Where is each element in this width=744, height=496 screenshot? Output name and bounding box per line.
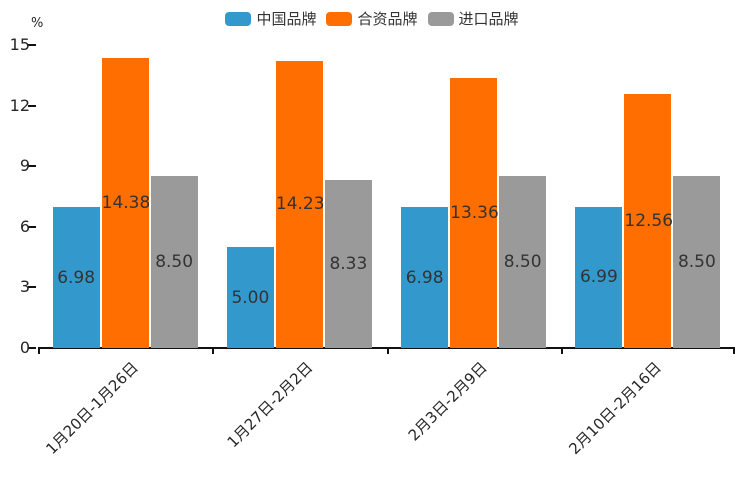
bar: 8.33 bbox=[324, 179, 372, 348]
legend-swatch-icon bbox=[326, 12, 353, 26]
plot-area: 0 3 6 9 12 15 6.98 14.38 8.50 5.00 14.23 8.33 6.98 13… bbox=[10, 36, 735, 357]
bar-value-label: 8.50 bbox=[155, 252, 194, 273]
bar: 14.38 bbox=[101, 57, 151, 348]
x-axis-tick bbox=[386, 349, 389, 354]
bar: 6.99 bbox=[575, 206, 623, 348]
x-axis-tick bbox=[733, 349, 735, 354]
x-axis-category-label: 1月27日-2月2日 bbox=[223, 358, 317, 452]
bar-value-label: 14.23 bbox=[275, 194, 325, 215]
y-axis-tick-label: 0 bbox=[19, 338, 30, 357]
bar: 14.23 bbox=[275, 60, 325, 348]
bar: 6.98 bbox=[52, 207, 100, 348]
y-axis-tick bbox=[28, 165, 36, 168]
bar-value-label: 8.50 bbox=[677, 252, 716, 273]
y-axis-tick-label: 3 bbox=[19, 277, 30, 297]
legend-label: 中国品牌 bbox=[256, 10, 317, 28]
legend-swatch-icon bbox=[225, 12, 252, 26]
legend: 中国品牌 合资品牌 进口品牌 bbox=[0, 10, 744, 28]
y-axis-tick bbox=[28, 44, 36, 46]
bar-value-label: 14.38 bbox=[101, 192, 151, 213]
x-axis-tick bbox=[38, 349, 40, 354]
y-axis-tick-label: 9 bbox=[19, 156, 30, 176]
x-axis-category-label: 2月10日-2月16日 bbox=[565, 358, 666, 458]
bar-value-label: 8.33 bbox=[329, 253, 368, 274]
x-axis-category-label: 2月3日-2月9日 bbox=[404, 358, 491, 445]
x-axis-line bbox=[38, 347, 735, 349]
x-axis-tick bbox=[212, 349, 215, 354]
x-axis-tick bbox=[560, 349, 563, 354]
legend-label: 合资品牌 bbox=[357, 10, 418, 28]
y-axis-tick bbox=[28, 347, 36, 349]
legend-swatch-icon bbox=[427, 12, 454, 26]
bar: 5.00 bbox=[226, 247, 274, 348]
y-axis-tick bbox=[28, 286, 36, 289]
y-axis-tick-label: 12 bbox=[9, 95, 30, 115]
bar-value-label: 12.56 bbox=[624, 211, 674, 232]
bar-value-label: 13.36 bbox=[450, 203, 499, 224]
legend-item: 中国品牌 bbox=[225, 10, 316, 28]
bar-value-label: 6.99 bbox=[579, 267, 618, 288]
y-axis-tick-label: 6 bbox=[19, 216, 30, 236]
bar: 12.56 bbox=[624, 94, 674, 348]
bar-value-label: 5.00 bbox=[231, 287, 270, 308]
legend-item: 合资品牌 bbox=[326, 10, 418, 28]
bar: 8.50 bbox=[673, 176, 721, 348]
y-axis-tick bbox=[28, 104, 36, 107]
legend-item: 进口品牌 bbox=[427, 10, 519, 28]
bar-value-label: 8.50 bbox=[503, 252, 542, 273]
bar: 8.50 bbox=[499, 176, 547, 348]
bar: 13.36 bbox=[450, 78, 499, 348]
bar-value-label: 6.98 bbox=[57, 267, 96, 288]
bar: 8.50 bbox=[150, 176, 198, 348]
y-axis-unit-label: % bbox=[31, 16, 44, 31]
x-axis-category-label: 1月20日-1月26日 bbox=[42, 358, 143, 458]
y-axis-tick bbox=[28, 225, 36, 228]
legend-label: 进口品牌 bbox=[458, 10, 519, 28]
y-axis-tick-label: 15 bbox=[9, 35, 30, 54]
bar-value-label: 6.98 bbox=[405, 267, 444, 288]
bar: 6.98 bbox=[401, 207, 449, 348]
